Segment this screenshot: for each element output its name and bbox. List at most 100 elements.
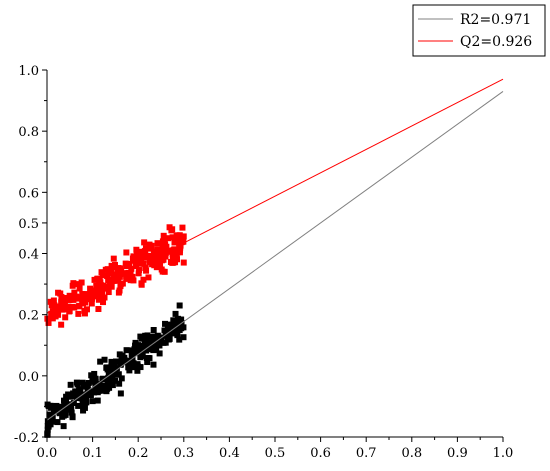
data-point — [93, 276, 100, 283]
x-tick-label: 0.7 — [356, 446, 377, 461]
data-point — [45, 319, 52, 326]
data-point — [169, 234, 176, 241]
data-point — [58, 321, 65, 328]
data-point — [140, 276, 147, 283]
y-tick-label: 1.0 — [18, 64, 39, 79]
y-tick-label: 0.2 — [18, 309, 39, 324]
data-point — [105, 289, 112, 296]
data-point — [129, 364, 136, 371]
fit-line — [46, 78, 504, 314]
data-point — [75, 310, 82, 317]
data-point — [59, 306, 66, 313]
x-tick-label: 0.0 — [37, 446, 58, 461]
data-point — [60, 409, 67, 416]
x-tick-label: 0.5 — [265, 446, 286, 461]
data-point — [114, 267, 121, 274]
data-point — [66, 292, 73, 299]
data-point — [100, 299, 107, 306]
data-point — [160, 240, 167, 247]
data-point — [79, 290, 86, 297]
data-point — [101, 356, 108, 363]
data-point — [127, 357, 134, 364]
data-point — [93, 287, 100, 294]
legend: R2=0.971 Q2=0.926 — [412, 4, 546, 57]
data-point — [180, 259, 187, 266]
data-point — [136, 267, 143, 274]
data-point — [163, 332, 170, 339]
data-point — [161, 327, 168, 334]
data-point — [95, 291, 102, 298]
data-point — [85, 392, 92, 399]
data-point — [151, 262, 158, 269]
data-point — [56, 404, 63, 411]
x-tick-label: 0.9 — [447, 446, 468, 461]
y-tick-label: -0.2 — [14, 431, 39, 446]
data-point — [115, 289, 122, 296]
data-point — [63, 295, 70, 302]
data-point — [137, 333, 144, 340]
data-point — [54, 419, 61, 426]
data-point — [73, 294, 80, 301]
data-point — [110, 277, 117, 284]
data-point — [154, 332, 161, 339]
legend-box — [412, 4, 546, 57]
data-point — [158, 257, 165, 264]
data-point — [98, 269, 105, 276]
data-point — [147, 259, 154, 266]
data-point — [138, 352, 145, 359]
data-point — [60, 423, 67, 430]
data-point — [44, 431, 51, 438]
data-point — [75, 402, 82, 409]
data-point — [59, 295, 66, 302]
data-point — [123, 249, 130, 256]
data-point — [84, 296, 91, 303]
data-point — [68, 401, 75, 408]
data-point — [101, 294, 108, 301]
y-tick-label: 0.4 — [18, 248, 39, 263]
data-point — [71, 289, 78, 296]
data-point — [60, 397, 67, 404]
legend-label-q2: Q2=0.926 — [460, 34, 532, 50]
data-point — [141, 239, 148, 246]
data-point — [130, 257, 137, 264]
data-point — [47, 298, 54, 305]
data-point — [88, 300, 95, 307]
x-tick-label: 0.1 — [82, 446, 103, 461]
data-point — [79, 393, 86, 400]
data-point — [63, 306, 70, 313]
data-point — [89, 377, 96, 384]
y-tick-label: 0.5 — [18, 217, 39, 232]
data-point — [179, 224, 186, 231]
data-point — [99, 291, 106, 298]
data-point — [167, 329, 174, 336]
data-point — [81, 382, 88, 389]
data-point — [95, 296, 102, 303]
data-point — [97, 358, 104, 365]
data-point — [129, 273, 136, 280]
data-point — [117, 281, 124, 288]
data-point — [113, 365, 120, 372]
data-point — [134, 361, 141, 368]
data-point — [176, 249, 183, 256]
data-point — [155, 246, 162, 253]
data-point — [173, 232, 180, 239]
data-point — [112, 377, 119, 384]
data-point — [91, 389, 98, 396]
data-point — [172, 310, 179, 317]
data-point — [158, 252, 165, 259]
series-layer — [44, 78, 504, 438]
data-point — [132, 340, 139, 347]
data-point — [180, 334, 187, 341]
data-point — [106, 380, 113, 387]
data-point — [154, 240, 161, 247]
data-point — [74, 281, 81, 288]
data-point — [178, 325, 185, 332]
data-point — [177, 244, 184, 251]
data-point — [123, 270, 130, 277]
data-point — [103, 388, 110, 395]
data-point — [91, 370, 98, 377]
x-tick-label: 0.8 — [401, 446, 422, 461]
data-point — [108, 267, 115, 274]
data-point — [173, 239, 180, 246]
